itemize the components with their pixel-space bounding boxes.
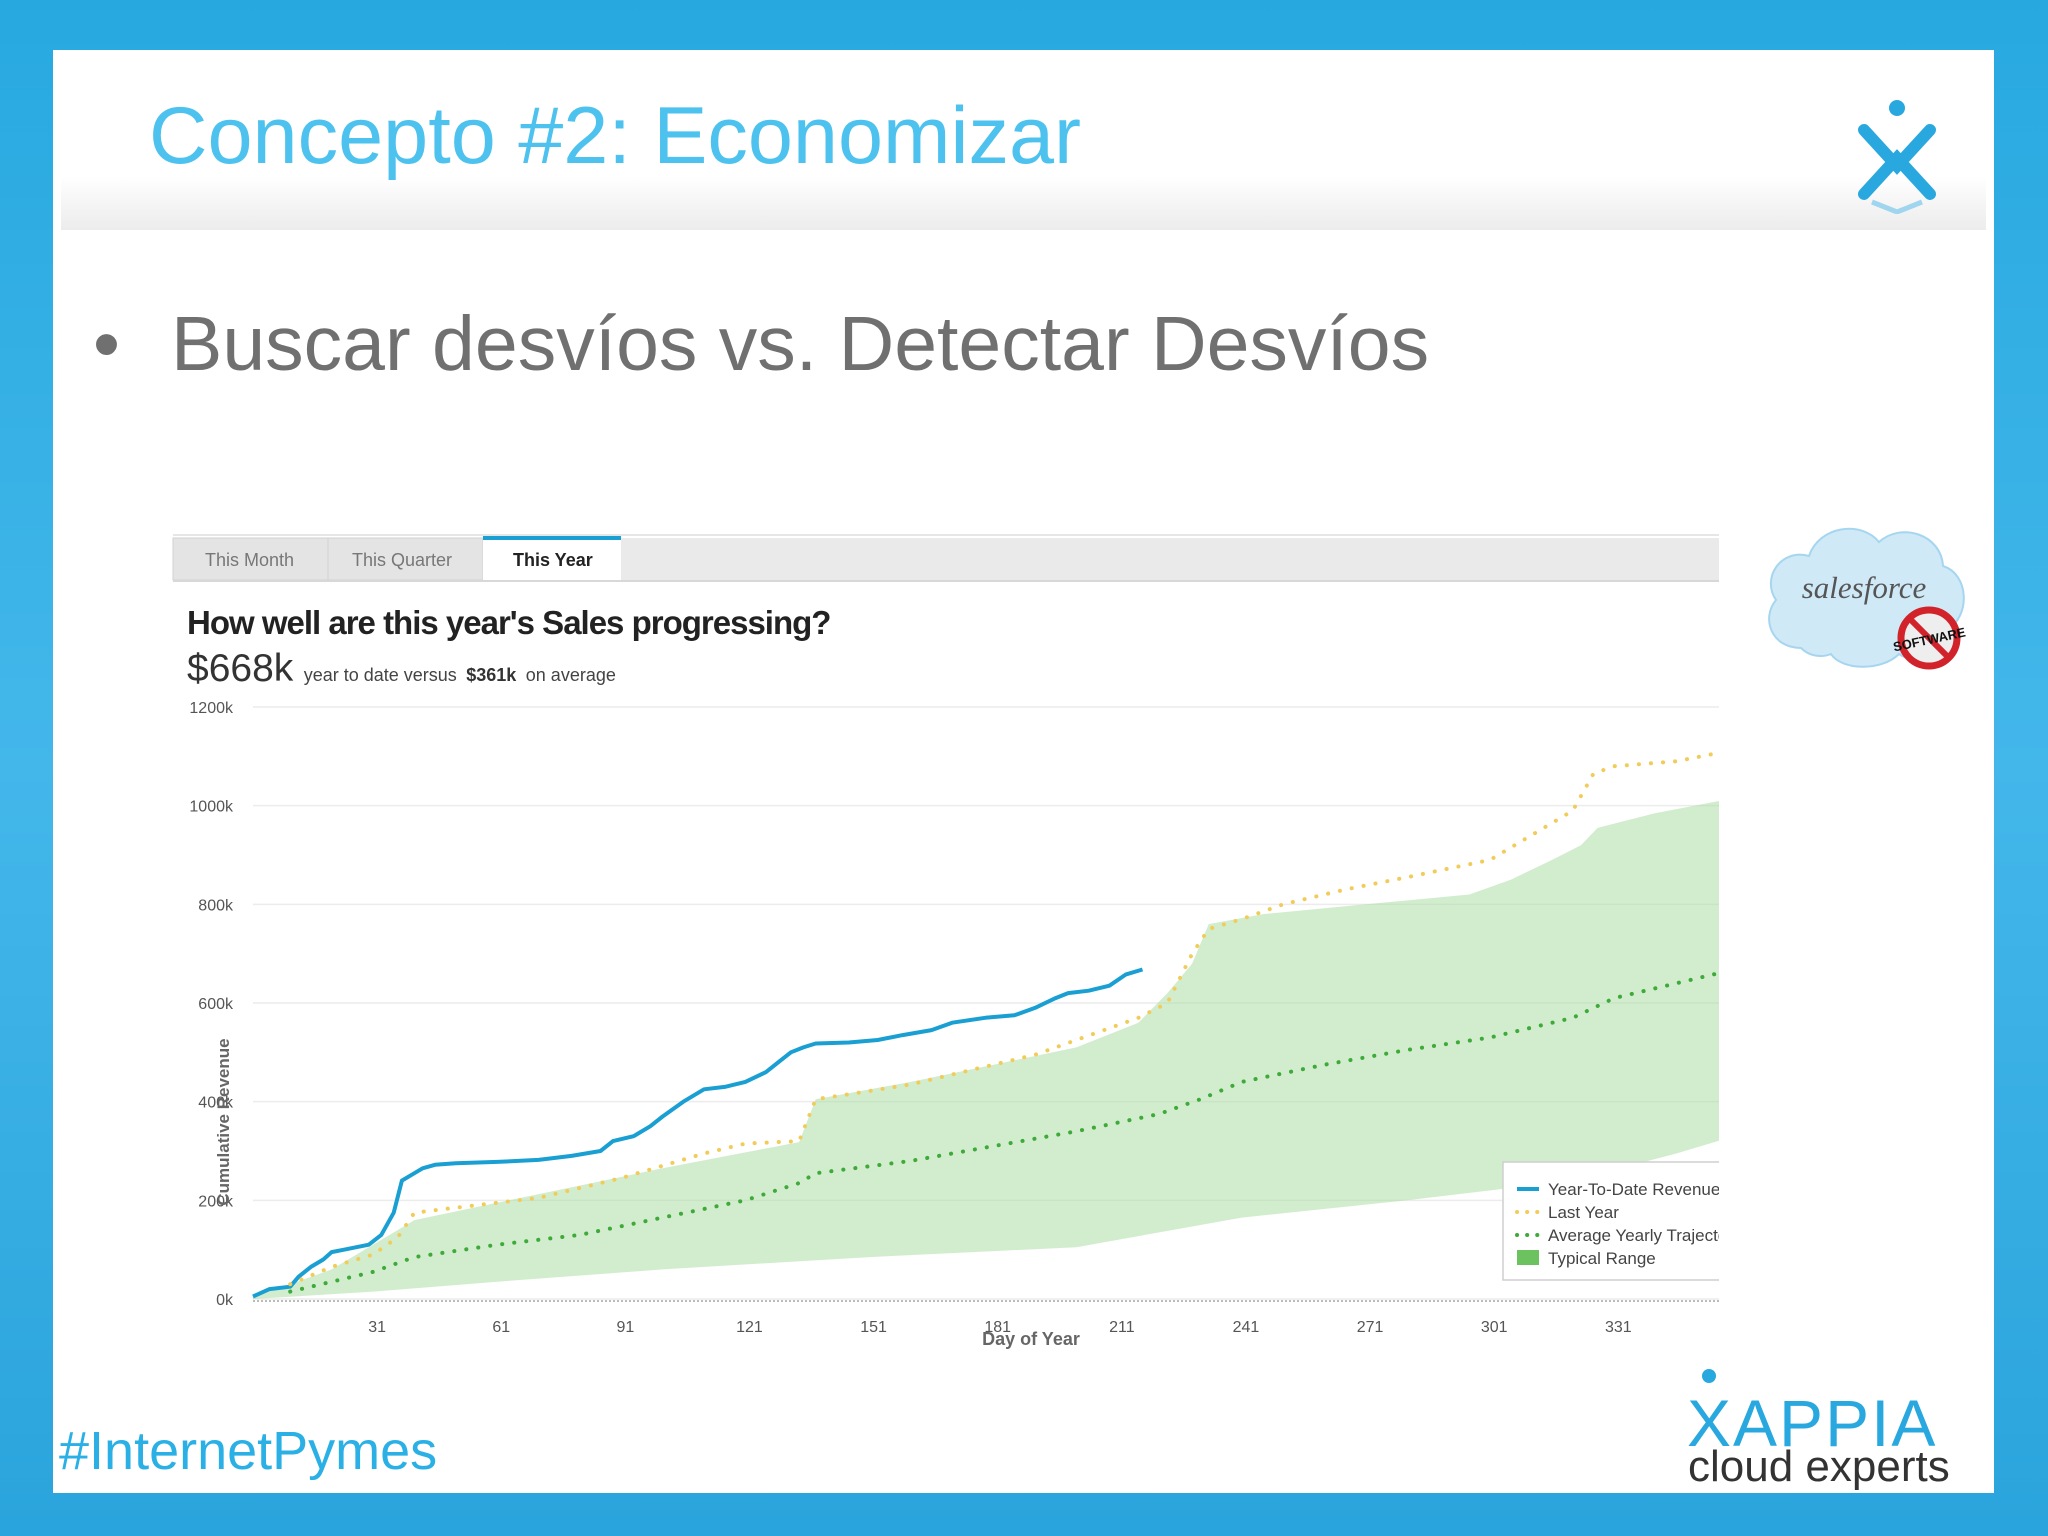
x-tick-label: 61 <box>492 1319 510 1336</box>
tab-this-quarter[interactable]: This Quarter <box>327 537 484 581</box>
typical-range-area <box>253 800 1719 1299</box>
title-band <box>61 50 1986 230</box>
x-tick-label: 181 <box>984 1319 1011 1336</box>
y-tick-label: 800k <box>198 897 234 914</box>
tab-label: This Year <box>513 550 593 570</box>
bullet-dot-icon: • <box>93 301 120 387</box>
x-tick-label: 121 <box>736 1319 763 1336</box>
salesforce-wordmark: salesforce <box>1802 570 1927 605</box>
y-axis-title: Cumulative Revenue <box>214 1038 233 1205</box>
x-tick-label: 301 <box>1481 1319 1508 1336</box>
chart-heading: How well are this year's Sales progressi… <box>187 604 830 641</box>
chart-summary: $668k year to date versus $361k on avera… <box>187 647 616 690</box>
y-tick-label: 600k <box>198 996 234 1013</box>
xappia-logo-icon: XAPPIA <box>1687 1369 1937 1460</box>
summary-text-1: year to date versus <box>304 665 457 685</box>
sales-chart: This Month This Quarter This Year How we… <box>172 534 1719 1349</box>
y-tick-label: 1200k <box>189 700 234 717</box>
xappia-mark-icon <box>1858 100 1936 214</box>
x-tick-label: 241 <box>1233 1319 1260 1336</box>
legend-label: Last Year <box>1548 1203 1619 1222</box>
xappia-tagline: cloud experts <box>1688 1442 1950 1491</box>
tab-label: This Month <box>205 550 294 570</box>
legend-swatch <box>1517 1250 1539 1265</box>
x-tick-label: 91 <box>616 1319 634 1336</box>
slide-title: Concepto #2: Economizar <box>149 91 1082 181</box>
x-tick-label: 31 <box>368 1319 386 1336</box>
y-tick-label: 400k <box>198 1095 234 1112</box>
axes: 0k 200k 400k 600k 800k 1000k 1200k 31 61 91 121 151… <box>189 700 1719 1336</box>
series-line-average-trajectory <box>288 971 1719 1294</box>
x-tick-label: 331 <box>1605 1319 1632 1336</box>
tab-this-year[interactable]: This Year <box>483 536 621 582</box>
salesforce-badge-icon: salesforce SOFTWARE <box>1768 527 1967 670</box>
x-tick-label: 151 <box>860 1319 887 1336</box>
legend-label: Typical Range <box>1548 1249 1656 1268</box>
tab-label: This Quarter <box>352 550 452 570</box>
legend-label: Year-To-Date Revenue <box>1548 1180 1719 1199</box>
series-group <box>252 750 1719 1299</box>
hashtag: #InternetPymes <box>59 1421 438 1481</box>
x-axis-title: Day of Year <box>982 1329 1080 1349</box>
y-tick-label: 0k <box>216 1292 234 1309</box>
legend: Year-To-Date Revenue Last Year Average Yea… <box>1502 1161 1719 1281</box>
summary-value: $668k <box>187 647 294 690</box>
y-tick-label: 1000k <box>189 799 234 816</box>
xappia-wordmark: XAPPIA <box>1687 1386 1937 1460</box>
summary-avg: $361k <box>466 665 517 685</box>
slide: Concepto #2: Economizar • Buscar desvíos … <box>53 50 1994 1493</box>
typical-range-band <box>253 800 1719 1299</box>
series-line-last-year <box>288 750 1719 1287</box>
x-tick-label: 211 <box>1109 1319 1135 1336</box>
summary-text-2: on average <box>526 665 616 685</box>
series-line-ytd-revenue <box>252 967 1144 1299</box>
x-tick-label: 271 <box>1357 1319 1384 1336</box>
dashboard-panel: This Month This Quarter This Year How we… <box>119 482 1719 1362</box>
bullet-item: • Buscar desvíos vs. Detectar Desvíos <box>93 300 1429 389</box>
legend-label: Average Yearly Trajectory <box>1548 1226 1719 1245</box>
y-tick-label: 200k <box>198 1193 234 1210</box>
bullet-text: Buscar desvíos vs. Detectar Desvíos <box>171 301 1430 387</box>
tab-this-month[interactable]: This Month <box>172 537 329 581</box>
